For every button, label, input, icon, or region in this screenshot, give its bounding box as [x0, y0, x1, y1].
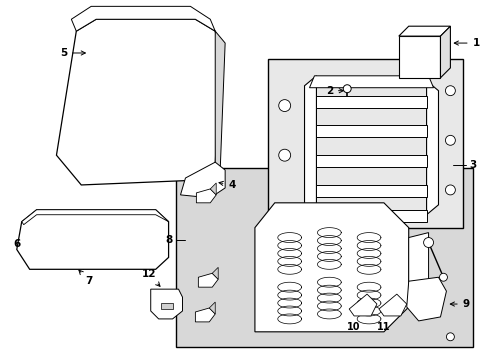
Polygon shape: [316, 185, 426, 197]
Polygon shape: [215, 31, 224, 170]
Polygon shape: [309, 76, 433, 88]
Polygon shape: [21, 210, 168, 225]
Polygon shape: [196, 189, 216, 203]
Polygon shape: [161, 303, 172, 309]
Polygon shape: [195, 308, 215, 322]
Polygon shape: [180, 162, 224, 198]
Polygon shape: [254, 203, 408, 332]
Polygon shape: [406, 277, 446, 321]
Bar: [175, 168, 472, 347]
Text: 9: 9: [449, 299, 469, 309]
Circle shape: [445, 185, 454, 195]
Text: 6: 6: [13, 239, 20, 249]
Polygon shape: [198, 273, 218, 287]
Circle shape: [445, 86, 454, 96]
Circle shape: [278, 149, 290, 161]
Text: 12: 12: [141, 269, 160, 286]
Text: 10: 10: [346, 322, 360, 332]
Text: 3: 3: [468, 160, 476, 170]
Polygon shape: [398, 26, 449, 36]
Text: 11: 11: [376, 322, 390, 332]
Bar: [267, 59, 462, 228]
Circle shape: [423, 238, 433, 247]
Polygon shape: [150, 289, 182, 319]
Circle shape: [445, 135, 454, 145]
Circle shape: [446, 333, 453, 341]
Polygon shape: [212, 267, 218, 279]
Polygon shape: [316, 210, 426, 222]
Polygon shape: [426, 81, 438, 215]
Polygon shape: [408, 233, 427, 302]
Polygon shape: [316, 125, 426, 137]
Circle shape: [439, 273, 447, 281]
Polygon shape: [378, 294, 406, 316]
Text: 1: 1: [453, 38, 479, 48]
Text: 8: 8: [164, 234, 172, 244]
Polygon shape: [316, 96, 426, 108]
Polygon shape: [71, 6, 215, 31]
Text: 7: 7: [79, 270, 93, 286]
Polygon shape: [17, 210, 168, 269]
Text: 2: 2: [325, 86, 343, 96]
Text: 4: 4: [219, 180, 235, 190]
Polygon shape: [316, 155, 426, 167]
Circle shape: [278, 100, 290, 112]
Circle shape: [343, 85, 350, 93]
Polygon shape: [209, 302, 215, 314]
Polygon shape: [398, 36, 440, 78]
Polygon shape: [210, 183, 216, 195]
Text: 5: 5: [60, 48, 85, 58]
Polygon shape: [440, 26, 449, 78]
Polygon shape: [348, 294, 376, 316]
Polygon shape: [304, 76, 316, 215]
Polygon shape: [56, 19, 220, 185]
